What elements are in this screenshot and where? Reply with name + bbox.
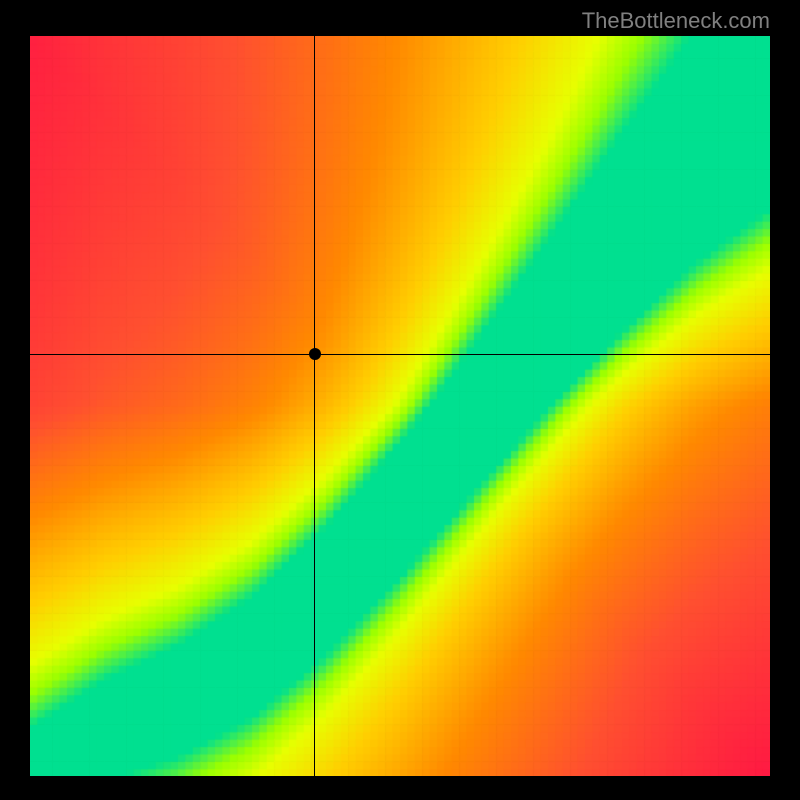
heatmap-canvas	[30, 36, 770, 776]
crosshair-marker	[309, 348, 321, 360]
crosshair-vertical	[314, 36, 315, 776]
crosshair-horizontal	[30, 354, 770, 355]
chart-container: TheBottleneck.com	[0, 0, 800, 800]
watermark-text: TheBottleneck.com	[582, 8, 770, 34]
